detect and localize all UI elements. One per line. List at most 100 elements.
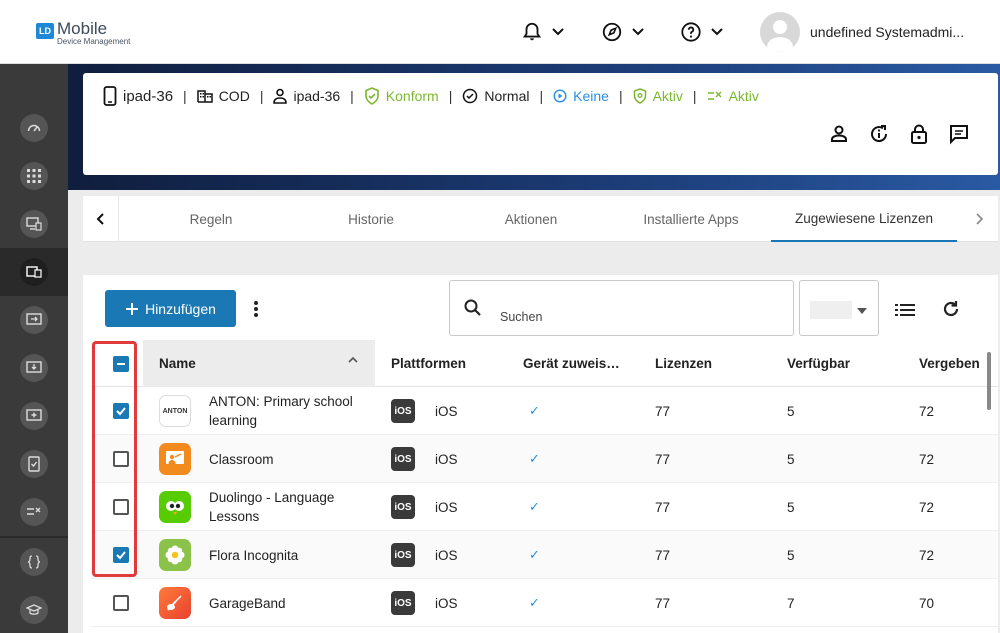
ios-badge-icon: iOS bbox=[391, 543, 415, 567]
assigned-value: 72 bbox=[919, 499, 935, 515]
info-refresh-icon[interactable] bbox=[868, 123, 890, 145]
available-value: 5 bbox=[787, 403, 795, 419]
column-header-platforms[interactable]: Plattformen bbox=[391, 356, 467, 371]
sidebar-item-remote[interactable] bbox=[0, 296, 68, 344]
lock-icon[interactable] bbox=[908, 123, 930, 145]
assigned-value: 72 bbox=[919, 547, 935, 563]
message-icon[interactable] bbox=[948, 123, 970, 145]
assign-check-icon: ✓ bbox=[529, 547, 540, 562]
select-all-cell bbox=[113, 340, 143, 387]
licenses-value: 77 bbox=[655, 547, 671, 563]
tab-installed-apps[interactable]: Installierte Apps bbox=[643, 211, 739, 227]
sidebar-item-enrollment[interactable] bbox=[0, 392, 68, 440]
ios-badge-icon: iOS bbox=[391, 591, 415, 615]
table-scrollbar[interactable] bbox=[987, 352, 991, 410]
monitor-plus-icon bbox=[26, 409, 42, 421]
logo-subtitle: Device Management bbox=[57, 37, 131, 46]
filter-select[interactable] bbox=[799, 280, 879, 336]
list-check-icon bbox=[27, 507, 41, 515]
table-row[interactable]: Duolingo - Language Lessons iOS iOS ✓ 77… bbox=[91, 483, 998, 531]
devices-icon bbox=[26, 266, 42, 278]
garageband-icon bbox=[159, 587, 191, 619]
logo-name: Mobile bbox=[57, 19, 108, 38]
user-icon-button[interactable] bbox=[828, 123, 850, 145]
tablet-check-icon bbox=[28, 456, 40, 472]
play-circle-icon bbox=[553, 89, 567, 103]
column-header-name[interactable]: Name bbox=[143, 340, 375, 387]
tab-scroll-right[interactable] bbox=[961, 196, 997, 242]
sidebar-item-devices-overview[interactable] bbox=[0, 200, 68, 248]
app-name: GarageBand bbox=[209, 595, 286, 611]
device-name: ipad-36 bbox=[123, 87, 174, 105]
compass-icon bbox=[602, 22, 622, 42]
avatar bbox=[760, 12, 800, 52]
sidebar-item-devices[interactable] bbox=[0, 248, 68, 296]
sort-up-icon bbox=[348, 356, 358, 363]
braces-icon bbox=[27, 555, 41, 569]
column-header-licenses[interactable]: Lizenzen bbox=[655, 356, 713, 371]
compliance-status: Konform bbox=[385, 88, 439, 104]
tab-assigned-licenses[interactable]: Zugewiesene Lizenzen bbox=[771, 196, 957, 242]
sidebar-item-dashboard[interactable] bbox=[0, 104, 68, 152]
sidebar-item-apps[interactable] bbox=[0, 152, 68, 200]
building-icon bbox=[196, 90, 213, 103]
more-options-button[interactable] bbox=[249, 297, 263, 321]
top-bar: LD Mobile Device Management undefined Sy… bbox=[0, 0, 1000, 64]
tab-rules[interactable]: Regeln bbox=[189, 211, 233, 227]
refresh-icon[interactable] bbox=[941, 299, 961, 319]
available-value: 5 bbox=[787, 451, 795, 467]
check-icon bbox=[116, 551, 126, 560]
add-button[interactable]: Hinzufügen bbox=[105, 290, 236, 327]
app-name: Classroom bbox=[209, 451, 274, 467]
row-checkbox[interactable] bbox=[113, 595, 129, 611]
app-logo[interactable]: LD Mobile Device Management bbox=[36, 20, 130, 46]
sidebar-item-policies[interactable] bbox=[0, 488, 68, 536]
tab-actions[interactable]: Aktionen bbox=[504, 211, 558, 227]
list-view-icon[interactable] bbox=[895, 303, 915, 317]
device-summary-card: ipad-36 | COD | ipad-36 | Konform | Norm… bbox=[83, 73, 998, 175]
user-name: undefined Systemadmi... bbox=[810, 24, 965, 40]
help-menu[interactable] bbox=[680, 20, 724, 44]
sidebar-item-deployment[interactable] bbox=[0, 344, 68, 392]
check-icon bbox=[116, 407, 126, 416]
table-row[interactable]: ANTON ANTON: Primary school learning iOS… bbox=[91, 387, 998, 435]
device-actions bbox=[828, 123, 970, 145]
sidebar-item-scripts[interactable] bbox=[0, 538, 68, 586]
add-button-label: Hinzufügen bbox=[145, 300, 216, 317]
table-row[interactable]: Classroom iOS iOS ✓ 77 5 72 bbox=[91, 435, 998, 483]
table-row[interactable]: GarageBand iOS iOS ✓ 77 7 70 bbox=[91, 579, 998, 627]
row-checkbox[interactable] bbox=[113, 547, 129, 563]
column-name-label: Name bbox=[159, 356, 196, 371]
available-value: 5 bbox=[787, 547, 795, 563]
logo-mark: LD bbox=[36, 23, 54, 39]
table-row[interactable]: Flora Incognita iOS iOS ✓ 77 5 72 bbox=[91, 531, 998, 579]
row-checkbox[interactable] bbox=[113, 451, 129, 467]
row-checkbox[interactable] bbox=[113, 403, 129, 419]
row-checkbox[interactable] bbox=[113, 499, 129, 515]
column-header-assign[interactable]: Gerät zuweis… bbox=[523, 356, 620, 371]
licenses-value: 77 bbox=[655, 451, 671, 467]
licenses-panel: Hinzufügen Suchen Name Plattformen Gerät… bbox=[83, 275, 998, 633]
graduation-cap-icon bbox=[26, 604, 42, 615]
search-input[interactable]: Suchen bbox=[449, 280, 794, 336]
bell-icon bbox=[522, 22, 542, 41]
platform-text: iOS bbox=[435, 547, 458, 563]
monitor-device-icon bbox=[26, 217, 42, 231]
tab-scroll-left[interactable] bbox=[83, 196, 119, 242]
app-name: Duolingo - Language Lessons bbox=[209, 490, 335, 524]
grid-icon bbox=[27, 169, 41, 183]
classroom-icon bbox=[159, 443, 191, 475]
sidebar-item-education[interactable] bbox=[0, 586, 68, 633]
notifications-menu[interactable] bbox=[521, 20, 565, 44]
select-all-checkbox[interactable] bbox=[113, 355, 129, 372]
device-ownership: COD bbox=[218, 88, 250, 104]
column-header-available[interactable]: Verfügbar bbox=[787, 356, 851, 371]
user-menu[interactable]: undefined Systemadmi... bbox=[760, 12, 1000, 52]
assigned-value: 72 bbox=[919, 451, 935, 467]
chevron-down-icon bbox=[711, 28, 723, 36]
sidebar-item-compliance[interactable] bbox=[0, 440, 68, 488]
explore-menu[interactable] bbox=[601, 20, 645, 44]
column-header-assigned[interactable]: Vergeben bbox=[919, 356, 980, 371]
tab-history[interactable]: Historie bbox=[348, 211, 394, 227]
person-icon bbox=[273, 88, 288, 104]
